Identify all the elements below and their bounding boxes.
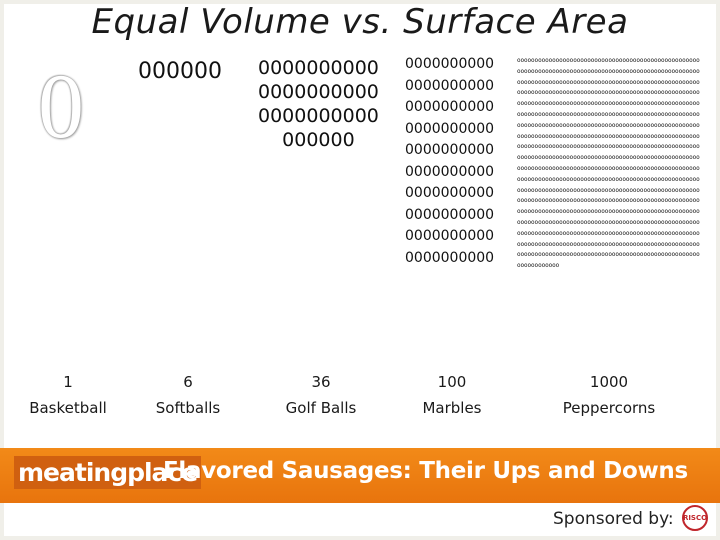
banner-title: Flavored Sausages: Their Ups and Downs — [163, 458, 688, 484]
label-basketball: Basketball — [29, 399, 107, 417]
sponsor-logo-icon: RISCO — [682, 505, 708, 531]
count-marbles: 100 — [437, 373, 467, 391]
basketball-glyph: 0 — [38, 55, 84, 157]
label-softballs: Softballs — [155, 399, 221, 417]
label-golf-balls: Golf Balls — [285, 399, 357, 417]
count-golf-balls: 36 — [311, 373, 331, 391]
count-basketball: 1 — [63, 373, 73, 391]
count-peppercorns: 1000 — [589, 373, 629, 391]
marbles-glyphs: 0000000000 0000000000 0000000000 0000000… — [405, 56, 495, 266]
softballs-glyphs: 000000 — [138, 59, 222, 84]
slide-title: Equal Volume vs. Surface Area — [91, 2, 629, 42]
label-marbles: Marbles — [422, 399, 482, 417]
banner: meatingplace Flavored Sausages: Their Up… — [0, 448, 720, 503]
sponsored-by-label: Sponsored by: — [553, 509, 674, 529]
label-peppercorns: Peppercorns — [562, 399, 656, 417]
count-softballs: 6 — [183, 373, 193, 391]
golf-balls-glyphs: 0000000000 0000000000 0000000000 000000 — [258, 57, 379, 151]
peppercorns-glyphs: oooooooooooooooooooooooooooooooooooooooo… — [517, 57, 700, 270]
meatingplace-logo: meatingplace — [14, 456, 202, 489]
